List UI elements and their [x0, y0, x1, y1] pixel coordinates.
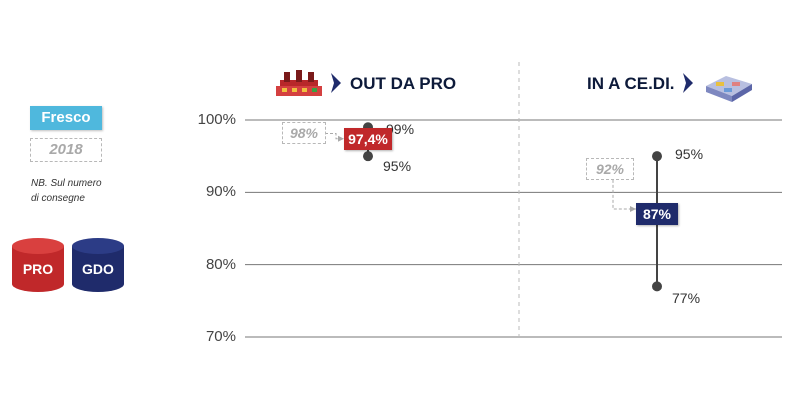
chevron-right-icon: [331, 73, 341, 93]
chevron-right-icon: [683, 73, 693, 93]
y-tick-label: 70%: [205, 328, 236, 345]
y-tick-label: 90%: [205, 183, 236, 201]
year-badge: 2018: [30, 138, 102, 162]
pro-cylinder: PRO: [12, 238, 64, 292]
current-value-box: 97,4%: [344, 127, 392, 150]
previous-value-box: 92%: [586, 157, 634, 180]
high-label: 95%: [675, 146, 704, 163]
comparison-connector: [612, 179, 636, 210]
y-tick-label: 100%: [197, 111, 236, 128]
low-point: [363, 151, 373, 162]
panel-1-title: OUT DA PRO: [350, 74, 457, 93]
high-label: 99%: [386, 121, 415, 138]
arrow-head: [630, 206, 636, 213]
note-line-1: NB. Sul numero: [31, 178, 102, 189]
low-label: 77%: [672, 290, 701, 307]
y-tick-label: 80%: [205, 255, 236, 273]
low-label: 95%: [383, 158, 412, 175]
arrow-head: [338, 135, 344, 142]
gdo-label: GDO: [82, 261, 114, 277]
category-badge: Fresco: [30, 106, 102, 130]
note-text: NB. Sul numero di consegne: [31, 176, 141, 206]
gdo-cylinder: GDO: [72, 238, 124, 292]
warehouse-icon: [706, 76, 752, 102]
low-point: [652, 281, 662, 292]
factory-icon: [276, 70, 322, 96]
grid: [245, 119, 782, 338]
note-line-2: di consegne: [31, 193, 85, 204]
pro-label: PRO: [23, 261, 53, 277]
high-point: [652, 151, 662, 162]
legend-cylinders: PRO GDO: [12, 238, 124, 292]
current-value-box: 87%: [636, 203, 678, 226]
panel-2-title: IN A CE.DI.: [587, 74, 675, 93]
previous-value-box: 98%: [282, 122, 326, 145]
